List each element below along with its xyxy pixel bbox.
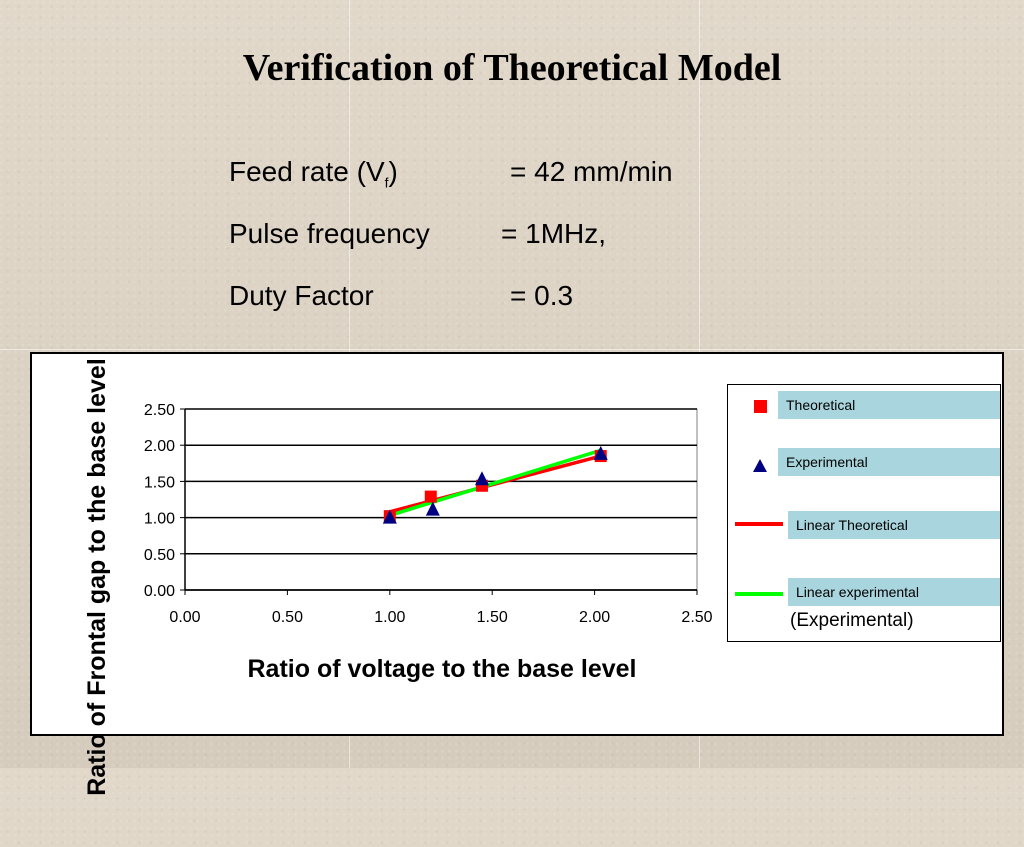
y-tick-label: 2.50 — [144, 402, 175, 419]
tile-divider — [0, 349, 1024, 350]
data-point-triangle — [474, 471, 489, 486]
x-tick-label: 2.50 — [681, 609, 712, 626]
legend-marker-square — [754, 400, 767, 413]
y-tick-label: 2.00 — [144, 438, 175, 455]
y-tick-label: 0.50 — [144, 547, 175, 564]
legend-marker-triangle — [753, 459, 767, 472]
param-duty-factor-value: = 0.3 — [510, 280, 574, 311]
data-point-square — [424, 490, 437, 503]
chart-legend: Theoretical Experimental Linear Theoreti… — [727, 384, 1001, 642]
legend-label-experimental: Experimental — [778, 448, 1000, 476]
y-tick-label: 0.00 — [144, 583, 175, 600]
y-axis-label: Ratio of Frontal gap to the base level — [83, 358, 111, 796]
param-duty-factor-label: Duty Factor — [229, 280, 374, 311]
data-point-triangle — [425, 501, 440, 516]
trend-line-3 — [388, 448, 603, 518]
data-point-triangle — [593, 445, 608, 460]
param-pulse-frequency-value: = 1MHz, — [501, 218, 607, 249]
x-tick-label: 1.50 — [477, 609, 508, 626]
legend-line-red — [735, 522, 783, 526]
param-feed-rate-label: Feed rate (Vf) — [229, 156, 398, 191]
x-tick-label: 0.50 — [272, 609, 303, 626]
y-tick-label: 1.00 — [144, 511, 175, 528]
chart-plot: 0.00 0.50 1.00 1.50 2.00 2.50 0.00 0.50 1.00 1.50… — [144, 402, 713, 626]
legend-line-green — [735, 592, 783, 596]
param-feed-rate-value: = 42 mm/min — [510, 156, 673, 187]
legend-label-linear-theoretical: Linear Theoretical — [788, 511, 1000, 539]
y-tick-label: 1.50 — [144, 474, 175, 491]
x-tick-label: 0.00 — [169, 609, 200, 626]
slide-title: Verification of Theoretical Model — [242, 47, 782, 89]
x-tick-label: 1.00 — [374, 609, 405, 626]
x-axis-label: Ratio of voltage to the base level — [247, 655, 637, 683]
legend-partial-text: (Experimental) — [790, 610, 914, 631]
legend-label-theoretical: Theoretical — [778, 391, 1000, 419]
param-pulse-frequency-label: Pulse frequency — [229, 218, 430, 249]
chart-panel: 0.00 0.50 1.00 1.50 2.00 2.50 0.00 0.50 1.00 1.50… — [30, 352, 1004, 796]
data-point-triangle — [382, 509, 397, 524]
legend-label-linear-experimental: Linear experimental — [788, 578, 1000, 606]
x-tick-label: 2.00 — [579, 609, 610, 626]
